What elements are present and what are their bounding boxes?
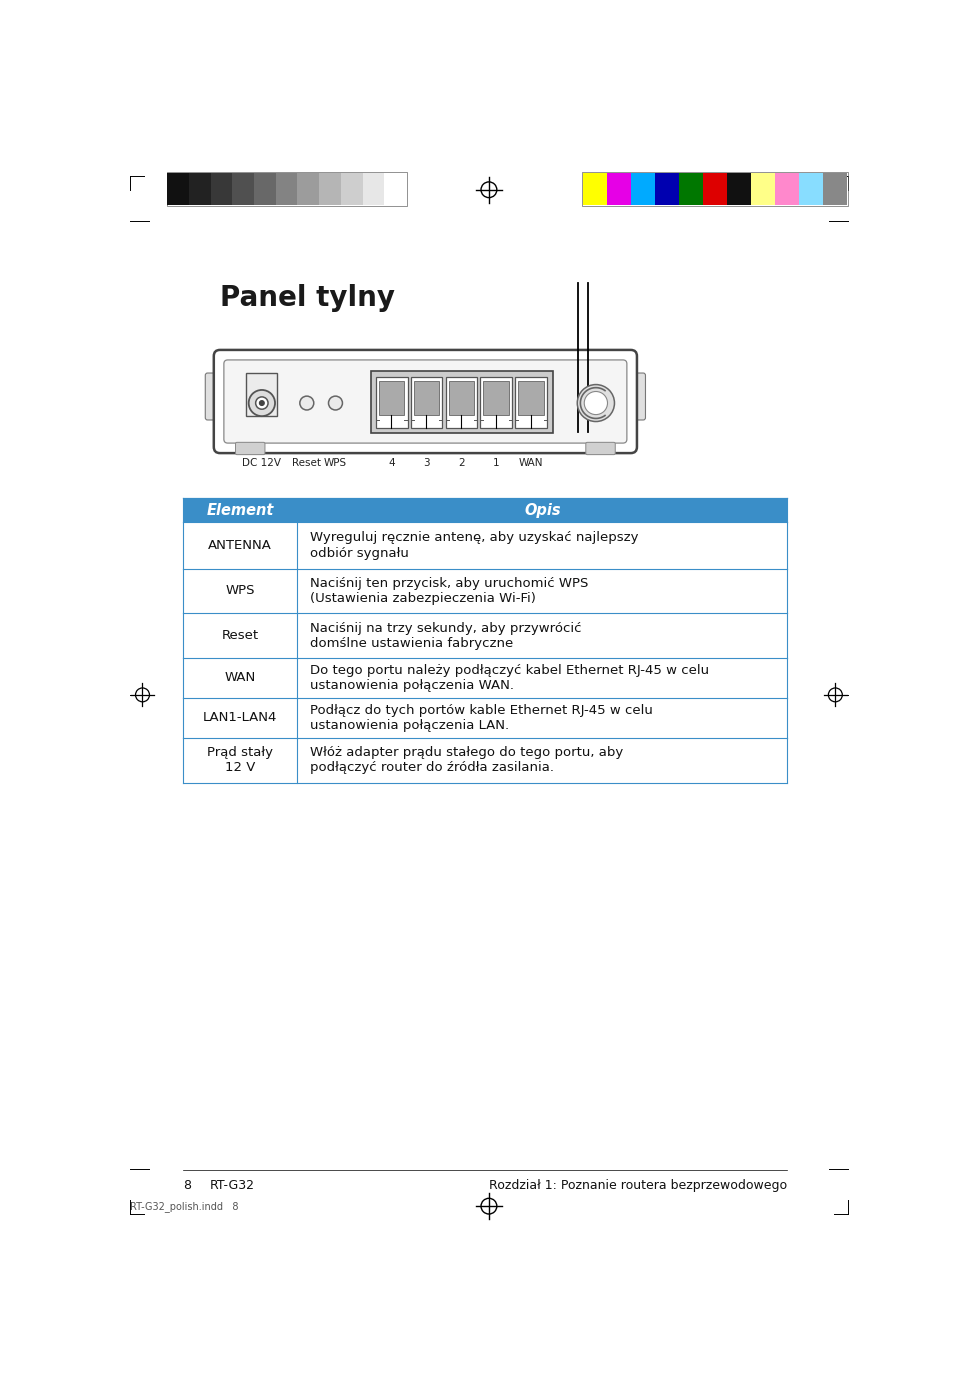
Text: 8: 8 xyxy=(183,1179,191,1192)
Bar xyxy=(517,381,543,414)
FancyBboxPatch shape xyxy=(626,373,645,420)
Circle shape xyxy=(583,392,607,414)
Bar xyxy=(726,173,750,205)
Bar xyxy=(606,173,630,205)
Bar xyxy=(167,172,406,206)
Bar xyxy=(233,173,253,205)
Bar xyxy=(702,173,726,205)
Text: Włóż adapter prądu stałego do tego portu, aby
podłączyć router do źródła zasilan: Włóż adapter prądu stałego do tego portu… xyxy=(310,746,622,775)
Bar xyxy=(582,173,606,205)
Bar xyxy=(319,173,340,205)
Bar xyxy=(822,173,846,205)
Bar xyxy=(189,173,211,205)
Bar xyxy=(445,377,476,428)
Bar xyxy=(774,173,798,205)
Text: LAN1-LAN4: LAN1-LAN4 xyxy=(203,711,277,725)
Bar xyxy=(275,173,297,205)
Bar xyxy=(253,173,275,205)
Bar xyxy=(183,698,786,738)
Text: WAN: WAN xyxy=(224,671,255,684)
Bar xyxy=(362,173,384,205)
Text: Prąd stały
12 V: Prąd stały 12 V xyxy=(207,746,273,775)
Text: 4: 4 xyxy=(388,458,395,468)
Text: ANTENNA: ANTENNA xyxy=(208,539,272,552)
Bar xyxy=(183,568,786,614)
Bar xyxy=(384,173,406,205)
Bar xyxy=(183,498,786,523)
Bar xyxy=(340,173,362,205)
Circle shape xyxy=(259,400,264,406)
Bar xyxy=(410,377,442,428)
Text: Panel tylny: Panel tylny xyxy=(220,285,395,312)
Bar xyxy=(480,377,512,428)
Bar xyxy=(183,658,786,698)
Circle shape xyxy=(249,389,274,416)
FancyBboxPatch shape xyxy=(235,442,265,454)
Bar xyxy=(371,372,553,433)
Bar xyxy=(630,173,654,205)
Text: Rozdział 1: Poznanie routera bezprzewodowego: Rozdział 1: Poznanie routera bezprzewodo… xyxy=(489,1179,786,1192)
FancyBboxPatch shape xyxy=(213,350,637,453)
Text: Element: Element xyxy=(206,502,274,517)
Text: Do tego portu należy podłączyć kabel Ethernet RJ-45 w celu
ustanowienia połączen: Do tego portu należy podłączyć kabel Eth… xyxy=(310,665,708,692)
Text: Podłącz do tych portów kable Ethernet RJ-45 w celu
ustanowienia połączenia LAN.: Podłącz do tych portów kable Ethernet RJ… xyxy=(310,705,652,732)
Bar xyxy=(246,373,277,416)
Bar xyxy=(183,738,786,783)
FancyBboxPatch shape xyxy=(224,361,626,443)
Bar xyxy=(581,172,847,206)
Bar xyxy=(375,377,407,428)
Bar xyxy=(378,381,404,414)
Text: WPS: WPS xyxy=(225,585,254,597)
Text: RT-G32_polish.indd   8: RT-G32_polish.indd 8 xyxy=(130,1201,238,1212)
Bar xyxy=(183,523,786,568)
Bar xyxy=(798,173,822,205)
Bar xyxy=(448,381,474,414)
Circle shape xyxy=(328,396,342,410)
Bar xyxy=(211,173,233,205)
Text: RT-G32: RT-G32 xyxy=(210,1179,254,1192)
Bar xyxy=(414,381,439,414)
Text: 2: 2 xyxy=(457,458,464,468)
Text: Reset: Reset xyxy=(292,458,321,468)
Bar xyxy=(679,173,702,205)
Circle shape xyxy=(299,396,314,410)
Bar xyxy=(483,381,509,414)
Bar xyxy=(183,614,786,658)
Circle shape xyxy=(577,384,614,421)
Text: WPS: WPS xyxy=(324,458,347,468)
Text: WAN: WAN xyxy=(518,458,543,468)
Text: 1: 1 xyxy=(493,458,499,468)
Text: 3: 3 xyxy=(423,458,430,468)
Text: Wyreguluj ręcznie antenę, aby uzyskać najlepszy
odbiór sygnału: Wyreguluj ręcznie antenę, aby uzyskać na… xyxy=(310,531,638,560)
Bar xyxy=(167,173,189,205)
Bar xyxy=(515,377,546,428)
Text: Reset: Reset xyxy=(221,629,258,643)
Bar xyxy=(750,173,774,205)
Text: Naciśnij na trzy sekundy, aby przywrócić
domślne ustawienia fabryczne: Naciśnij na trzy sekundy, aby przywrócić… xyxy=(310,622,580,649)
Text: Opis: Opis xyxy=(523,502,560,517)
Circle shape xyxy=(255,396,268,409)
Text: DC 12V: DC 12V xyxy=(242,458,281,468)
Text: Naciśnij ten przycisk, aby uruchomić WPS
(Ustawienia zabezpieczenia Wi-Fi): Naciśnij ten przycisk, aby uruchomić WPS… xyxy=(310,577,588,605)
Bar xyxy=(654,173,679,205)
Bar xyxy=(297,173,319,205)
FancyBboxPatch shape xyxy=(205,373,224,420)
FancyBboxPatch shape xyxy=(585,442,615,454)
